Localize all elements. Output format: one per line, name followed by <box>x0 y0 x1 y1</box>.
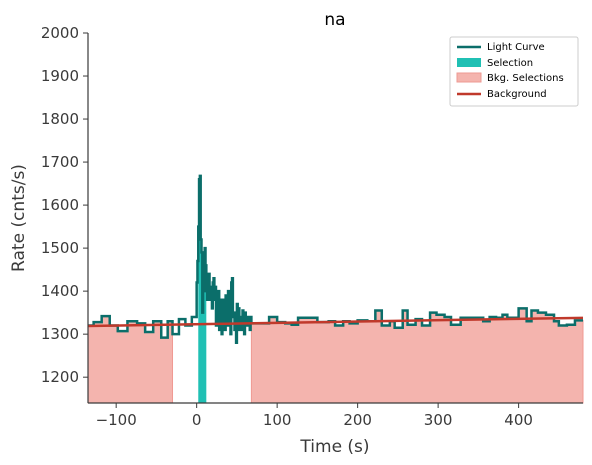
x-tick-label: −100 <box>96 411 137 429</box>
y-ticks: 1200 1300 1400 1500 1600 1700 1800 1900 2000 <box>41 24 88 386</box>
x-tick-label: 0 <box>192 411 202 429</box>
y-tick-label: 1900 <box>41 67 79 85</box>
background-line <box>87 316 584 328</box>
y-tick-label: 1600 <box>41 196 79 214</box>
x-axis-label: Time (s) <box>299 437 369 457</box>
light-curve-line <box>88 174 583 345</box>
legend-label-selection: Selection <box>487 58 533 69</box>
x-tick-label: 100 <box>263 411 292 429</box>
chart-title: na <box>324 10 345 30</box>
y-axis-label: Rate (cnts/s) <box>9 164 29 272</box>
y-tick-label: 1500 <box>41 239 79 257</box>
x-tick-label: 300 <box>424 411 453 429</box>
x-tick-label: 400 <box>504 411 533 429</box>
y-tick-label: 2000 <box>41 24 79 42</box>
legend-label-background: Background <box>487 89 547 100</box>
legend-label-light-curve: Light Curve <box>487 42 545 53</box>
bkg-selection-1 <box>87 315 174 404</box>
legend-swatch-bkg-selections <box>456 72 482 83</box>
legend-frame <box>449 36 579 107</box>
y-tick-label: 1200 <box>41 368 79 386</box>
y-tick-label: 1700 <box>41 153 79 171</box>
x-tick-label: 200 <box>343 411 372 429</box>
legend: Light Curve Selection Bkg. Selections Ba… <box>449 36 579 107</box>
light-curve <box>88 174 583 345</box>
legend-label-bkg-selections: Bkg. Selections <box>487 73 564 84</box>
legend-swatch-selection <box>457 58 481 67</box>
y-tick-label: 1400 <box>41 282 79 300</box>
y-tick-label: 1800 <box>41 110 79 128</box>
x-ticks: −100 0 100 200 300 400 <box>96 403 533 429</box>
y-tick-label: 1300 <box>41 325 79 343</box>
background-fit <box>87 316 584 328</box>
axes <box>87 33 583 404</box>
